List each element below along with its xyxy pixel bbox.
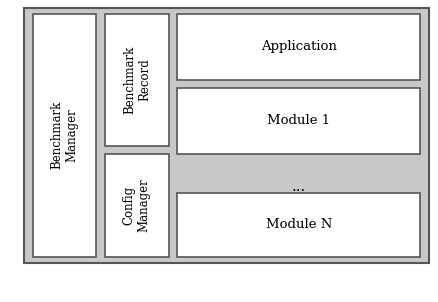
Text: Benchmark
Record: Benchmark Record [123, 46, 151, 114]
Text: Module 1: Module 1 [267, 114, 331, 127]
Bar [105, 154, 169, 257]
Bar [177, 193, 420, 257]
Bar [177, 88, 420, 154]
Bar [177, 14, 420, 80]
Bar [33, 14, 96, 257]
Text: Module N: Module N [266, 218, 332, 232]
Text: Application: Application [261, 40, 337, 53]
Bar [24, 8, 429, 263]
Text: Config
Manager: Config Manager [123, 178, 151, 232]
Bar [105, 14, 169, 146]
Text: Benchmark
Manager: Benchmark Manager [51, 101, 78, 169]
Text: ...: ... [292, 180, 306, 194]
